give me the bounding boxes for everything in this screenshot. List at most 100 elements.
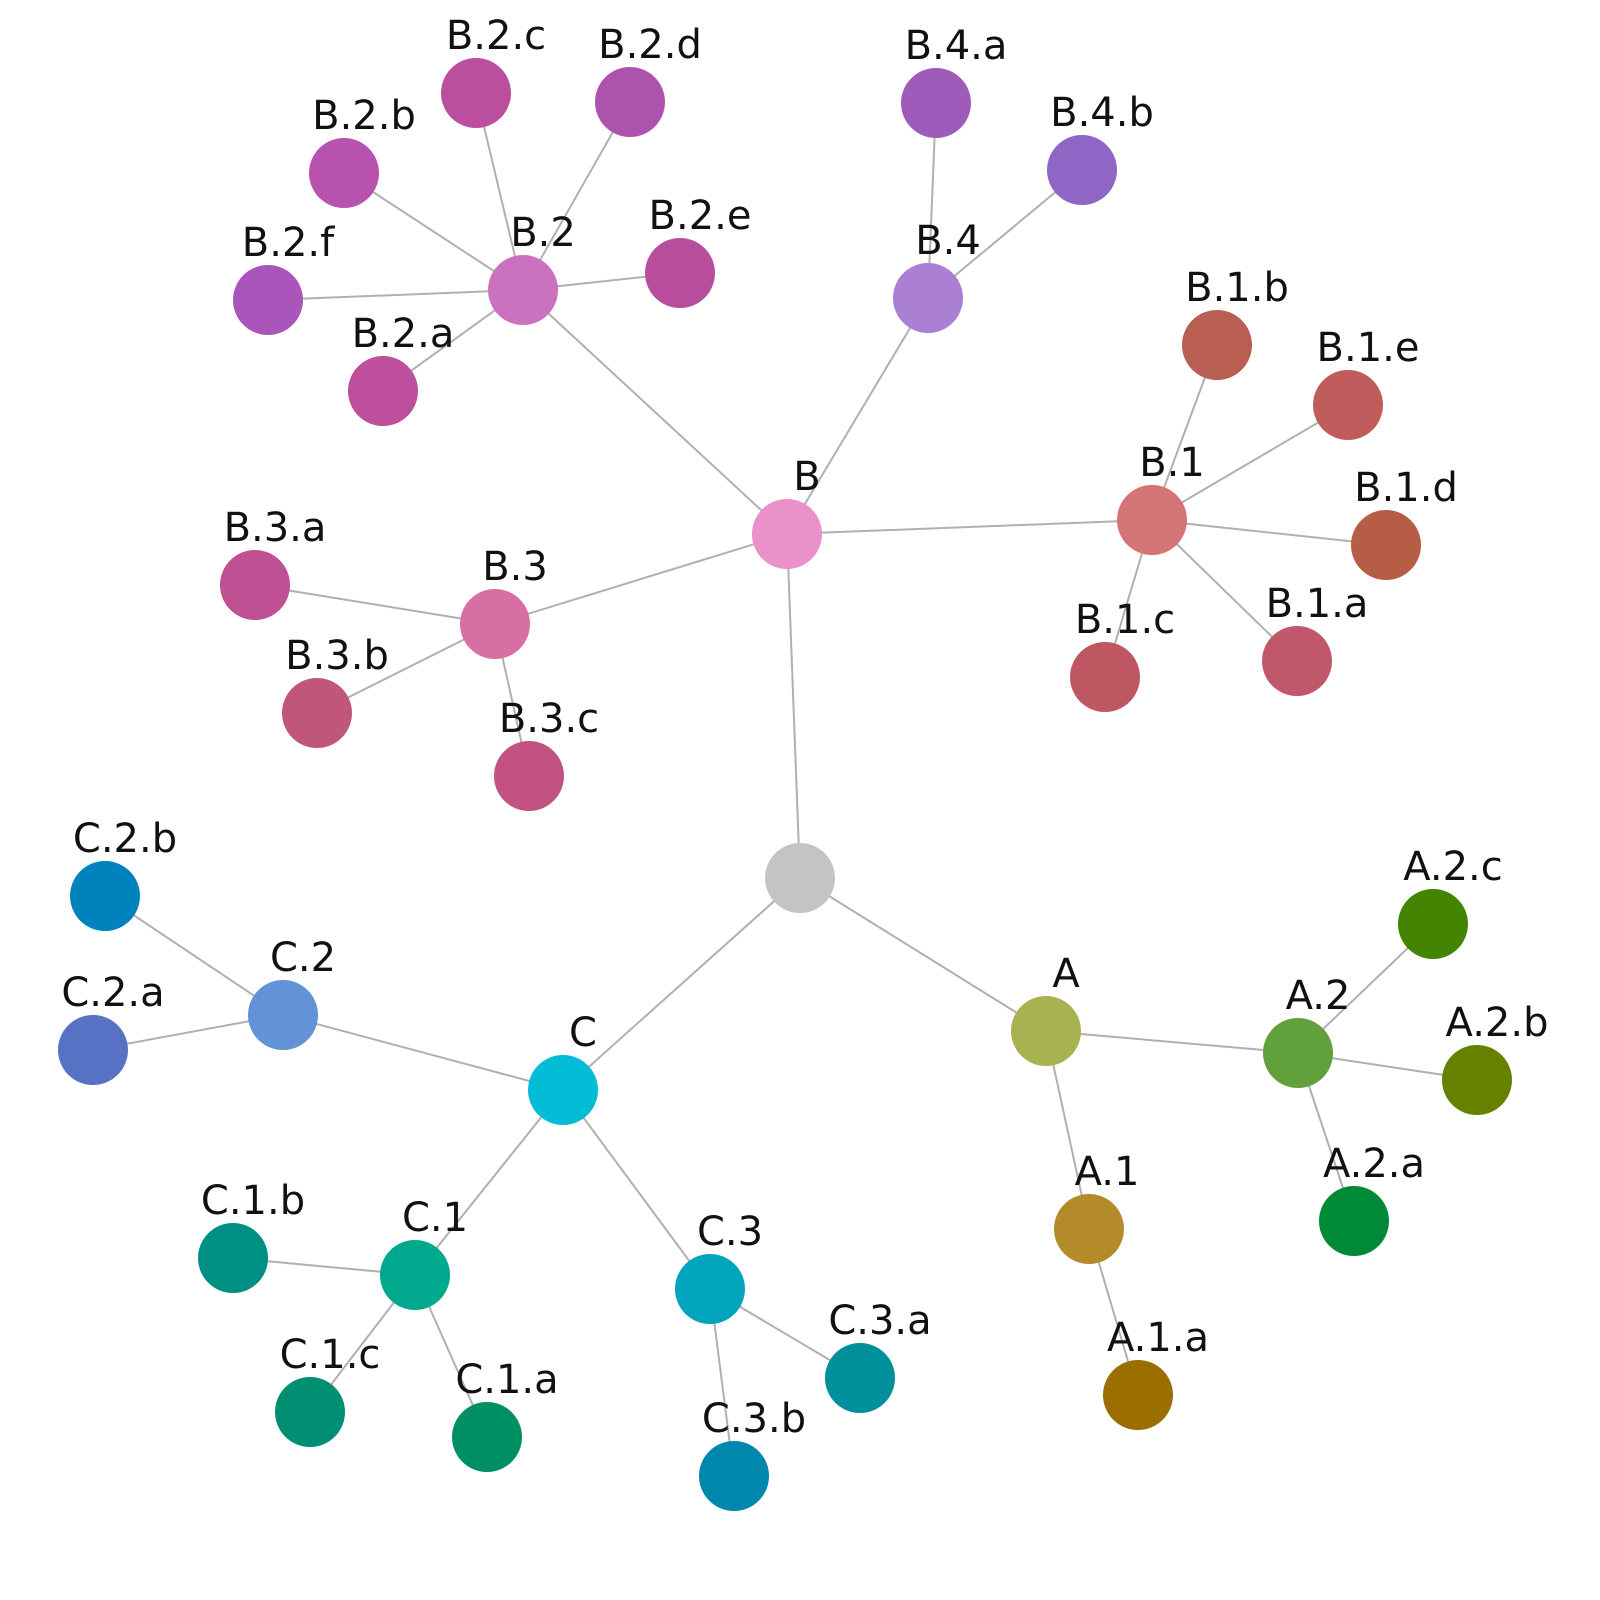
node-circle-b-3-c xyxy=(494,741,564,811)
node-label-a-1: A.1 xyxy=(1075,1149,1140,1195)
node-b-1-a: B.1.a xyxy=(1262,581,1368,696)
node-c-1-c: C.1.c xyxy=(275,1332,380,1447)
node-b-3-b: B.3.b xyxy=(282,633,389,748)
node-b-3: B.3 xyxy=(460,544,548,659)
node-circle-c-1-b xyxy=(198,1223,268,1293)
node-c-2-b: C.2.b xyxy=(70,816,177,931)
edge-c-to-c-2 xyxy=(282,1014,564,1091)
edge-root-to-a xyxy=(799,877,1047,1032)
node-label-c-3: C.3 xyxy=(697,1209,763,1255)
node-circle-c-3-a xyxy=(825,1343,895,1413)
node-a-2-c: A.2.c xyxy=(1398,844,1503,959)
node-circle-c-3 xyxy=(675,1254,745,1324)
node-circle-b-2 xyxy=(488,255,558,325)
node-label-a: A xyxy=(1052,951,1080,997)
node-circle-b-4-a xyxy=(901,68,971,138)
node-circle-c-2-b xyxy=(70,861,140,931)
edge-b-1-to-b-1-e xyxy=(1151,404,1349,521)
node-circle-b-1-a xyxy=(1262,626,1332,696)
node-circle-a-1-a xyxy=(1103,1360,1173,1430)
node-a-1-a: A.1.a xyxy=(1103,1315,1209,1430)
node-label-b-3-a: B.3.a xyxy=(224,505,327,551)
node-label-c-3-b: C.3.b xyxy=(702,1396,806,1442)
node-circle-c-1-a xyxy=(452,1402,522,1472)
node-c-2-a: C.2.a xyxy=(58,970,165,1085)
node-circle-b-3-a xyxy=(220,550,290,620)
node-b-2-c: B.2.c xyxy=(441,13,546,128)
node-b-4-a: B.4.a xyxy=(901,23,1007,138)
node-b-2: B.2 xyxy=(488,210,576,325)
node-label-c: C xyxy=(569,1010,597,1056)
node-circle-c-2 xyxy=(248,980,318,1050)
node-b-3-c: B.3.c xyxy=(494,696,599,811)
node-circle-b-1-b xyxy=(1182,310,1252,380)
node-circle-b-3-b xyxy=(282,678,352,748)
node-circle-b-1-c xyxy=(1070,642,1140,712)
node-label-b-2-f: B.2.f xyxy=(242,220,335,266)
nodes-layer: A A.1 A.1.a A.2 A.2.a A.2.b A.2.c B B.1 B.1.a B.1.… xyxy=(58,13,1548,1511)
node-b-2-f: B.2.f xyxy=(233,220,335,335)
node-c: C xyxy=(528,1010,598,1125)
edge-b-to-b-1 xyxy=(786,519,1153,535)
edge-root-to-b xyxy=(786,533,801,879)
node-b-1-d: B.1.d xyxy=(1351,465,1458,580)
node-label-b-1-e: B.1.e xyxy=(1317,325,1420,371)
node-c-1-b: C.1.b xyxy=(198,1178,305,1293)
node-label-b-1-a: B.1.a xyxy=(1266,581,1369,627)
node-circle-b xyxy=(752,499,822,569)
node-circle-c-3-b xyxy=(699,1441,769,1511)
node-circle-b-4 xyxy=(893,263,963,333)
edge-b-2-to-b-2-d xyxy=(522,101,631,291)
node-label-c-2-b: C.2.b xyxy=(73,816,177,862)
node-label-b-1: B.1 xyxy=(1139,440,1205,486)
node-c-1: C.1 xyxy=(380,1195,468,1310)
node-circle-a-2-c xyxy=(1398,889,1468,959)
node-label-b-2-d: B.2.d xyxy=(598,22,702,68)
node-c-2: C.2 xyxy=(248,935,336,1050)
edge-b-to-b-2 xyxy=(522,289,788,535)
edge-b-1-to-b-1-d xyxy=(1151,519,1387,546)
edge-a-to-a-2 xyxy=(1045,1030,1299,1054)
node-a: A xyxy=(1011,951,1081,1066)
node-c-3: C.3 xyxy=(675,1209,763,1324)
node-label-b-4-b: B.4.b xyxy=(1050,90,1154,136)
node-circle-b-2-d xyxy=(595,67,665,137)
edge-root-to-c xyxy=(562,877,801,1091)
node-circle-a xyxy=(1011,996,1081,1066)
node-b-1-c: B.1.c xyxy=(1070,597,1175,712)
node-b-1-b: B.1.b xyxy=(1182,265,1289,380)
node-circle-b-1 xyxy=(1117,485,1187,555)
node-circle-b-2-b xyxy=(309,138,379,208)
node-label-b-4-a: B.4.a xyxy=(905,23,1008,69)
node-circle-b-4-b xyxy=(1047,135,1117,205)
node-circle-a-2 xyxy=(1263,1018,1333,1088)
node-label-a-2-b: A.2.b xyxy=(1446,1000,1549,1046)
node-label-b-3-b: B.3.b xyxy=(285,633,389,679)
node-b-2-b: B.2.b xyxy=(309,93,416,208)
node-b-3-a: B.3.a xyxy=(220,505,326,620)
node-c-3-a: C.3.a xyxy=(825,1298,932,1413)
node-label-b-1-c: B.1.c xyxy=(1075,597,1175,643)
node-label-c-2: C.2 xyxy=(270,935,336,981)
node-b-4: B.4 xyxy=(893,218,981,333)
node-circle-b-2-e xyxy=(645,238,715,308)
node-label-c-3-a: C.3.a xyxy=(828,1298,931,1344)
node-label-b: B xyxy=(793,454,820,500)
node-label-b-1-b: B.1.b xyxy=(1185,265,1289,311)
node-b-1: B.1 xyxy=(1117,440,1205,555)
edge-b-to-b-3 xyxy=(494,533,788,625)
edge-c-to-c-1 xyxy=(414,1089,564,1276)
node-circle-c xyxy=(528,1055,598,1125)
node-circle-b-1-d xyxy=(1351,510,1421,580)
node-circle-c-1-c xyxy=(275,1377,345,1447)
edge-c-to-c-3 xyxy=(562,1089,711,1290)
node-label-c-1-a: C.1.a xyxy=(455,1357,558,1403)
edge-b-3-to-b-3-a xyxy=(254,584,496,625)
node-b: B xyxy=(752,454,822,569)
node-label-b-4: B.4 xyxy=(915,218,981,264)
node-b-1-e: B.1.e xyxy=(1313,325,1419,440)
node-circle-c-1 xyxy=(380,1240,450,1310)
node-circle-b-3 xyxy=(460,589,530,659)
node-b-2-a: B.2.a xyxy=(348,311,454,426)
